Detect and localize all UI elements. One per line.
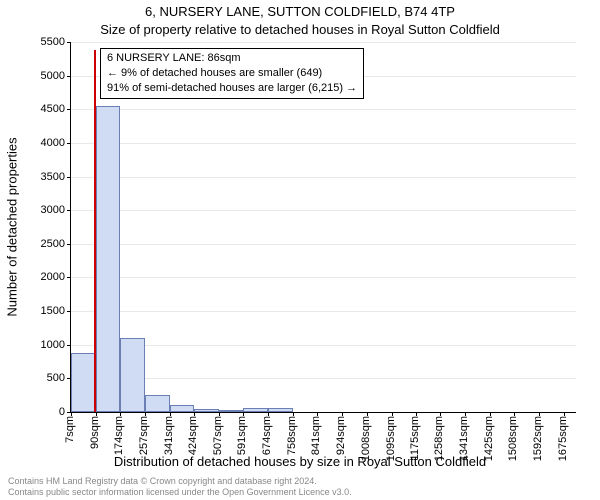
x-tick-label: 1175sqm	[409, 416, 421, 460]
y-tick-label: 5000	[25, 70, 65, 82]
x-tick-label: 1425sqm	[483, 416, 495, 461]
property-annotation-box: 6 NURSERY LANE: 86sqm ← 9% of detached h…	[100, 48, 364, 99]
gridline	[71, 244, 576, 245]
y-tick-mark	[67, 210, 71, 211]
annotation-line3: 91% of semi-detached houses are larger (…	[107, 81, 357, 96]
y-tick-label: 0	[25, 406, 65, 418]
histogram-bar	[219, 410, 244, 412]
y-tick-label: 3000	[25, 204, 65, 216]
y-tick-label: 5500	[25, 36, 65, 48]
y-tick-label: 1500	[25, 305, 65, 317]
gridline	[71, 311, 576, 312]
x-tick-label: 7sqm	[64, 416, 76, 443]
annotation-line1: 6 NURSERY LANE: 86sqm	[107, 51, 357, 66]
gridline	[71, 143, 576, 144]
y-tick-mark	[67, 109, 71, 110]
y-tick-mark	[67, 143, 71, 144]
y-tick-label: 2500	[25, 238, 65, 250]
y-tick-label: 4500	[25, 103, 65, 115]
y-tick-mark	[67, 244, 71, 245]
x-tick-label: 90sqm	[89, 416, 101, 449]
chart-title-line1: 6, NURSERY LANE, SUTTON COLDFIELD, B74 4…	[0, 4, 600, 19]
x-tick-label: 674sqm	[261, 416, 273, 455]
y-tick-mark	[67, 277, 71, 278]
histogram-bar	[194, 409, 219, 412]
x-tick-label: 924sqm	[335, 416, 347, 455]
annotation-line2: ← 9% of detached houses are smaller (649…	[107, 66, 357, 81]
gridline	[71, 378, 576, 379]
footer-line1: Contains HM Land Registry data © Crown c…	[8, 476, 352, 487]
histogram-bar	[243, 408, 268, 412]
y-tick-mark	[67, 177, 71, 178]
chart-title-line2: Size of property relative to detached ho…	[0, 22, 600, 37]
x-tick-label: 1095sqm	[385, 416, 397, 461]
y-tick-label: 2000	[25, 271, 65, 283]
x-tick-label: 257sqm	[138, 416, 150, 455]
x-tick-label: 841sqm	[310, 416, 322, 455]
histogram-bar	[170, 405, 195, 412]
x-tick-label: 1341sqm	[458, 416, 470, 461]
gridline	[71, 210, 576, 211]
x-tick-label: 1592sqm	[532, 416, 544, 461]
x-tick-label: 1508sqm	[507, 416, 519, 461]
histogram-bar	[268, 408, 293, 412]
histogram-bar	[96, 106, 121, 412]
x-tick-label: 758sqm	[286, 416, 298, 455]
histogram-bar	[145, 395, 170, 412]
x-tick-label: 507sqm	[212, 416, 224, 455]
property-marker-line	[94, 50, 96, 412]
y-tick-mark	[67, 42, 71, 43]
gridline	[71, 109, 576, 110]
x-tick-label: 1675sqm	[557, 416, 569, 461]
y-tick-label: 500	[25, 372, 65, 384]
histogram-bar	[120, 338, 145, 412]
x-tick-label: 1008sqm	[360, 416, 372, 461]
x-tick-label: 341sqm	[163, 416, 175, 455]
gridline	[71, 345, 576, 346]
y-tick-mark	[67, 311, 71, 312]
x-tick-label: 424sqm	[187, 416, 199, 455]
x-tick-label: 174sqm	[113, 416, 125, 455]
property-size-chart: 6, NURSERY LANE, SUTTON COLDFIELD, B74 4…	[0, 0, 600, 500]
footer-line2: Contains public sector information licen…	[8, 487, 352, 498]
y-tick-mark	[67, 76, 71, 77]
y-tick-label: 3500	[25, 171, 65, 183]
gridline	[71, 177, 576, 178]
x-tick-label: 591sqm	[236, 416, 248, 455]
gridline	[71, 42, 576, 43]
y-tick-label: 4000	[25, 137, 65, 149]
gridline	[71, 277, 576, 278]
histogram-bar	[71, 353, 96, 412]
x-tick-label: 1258sqm	[433, 416, 445, 461]
y-axis-label: Number of detached properties	[5, 137, 20, 316]
y-tick-mark	[67, 345, 71, 346]
y-tick-label: 1000	[25, 339, 65, 351]
footer-attribution: Contains HM Land Registry data © Crown c…	[8, 476, 352, 499]
